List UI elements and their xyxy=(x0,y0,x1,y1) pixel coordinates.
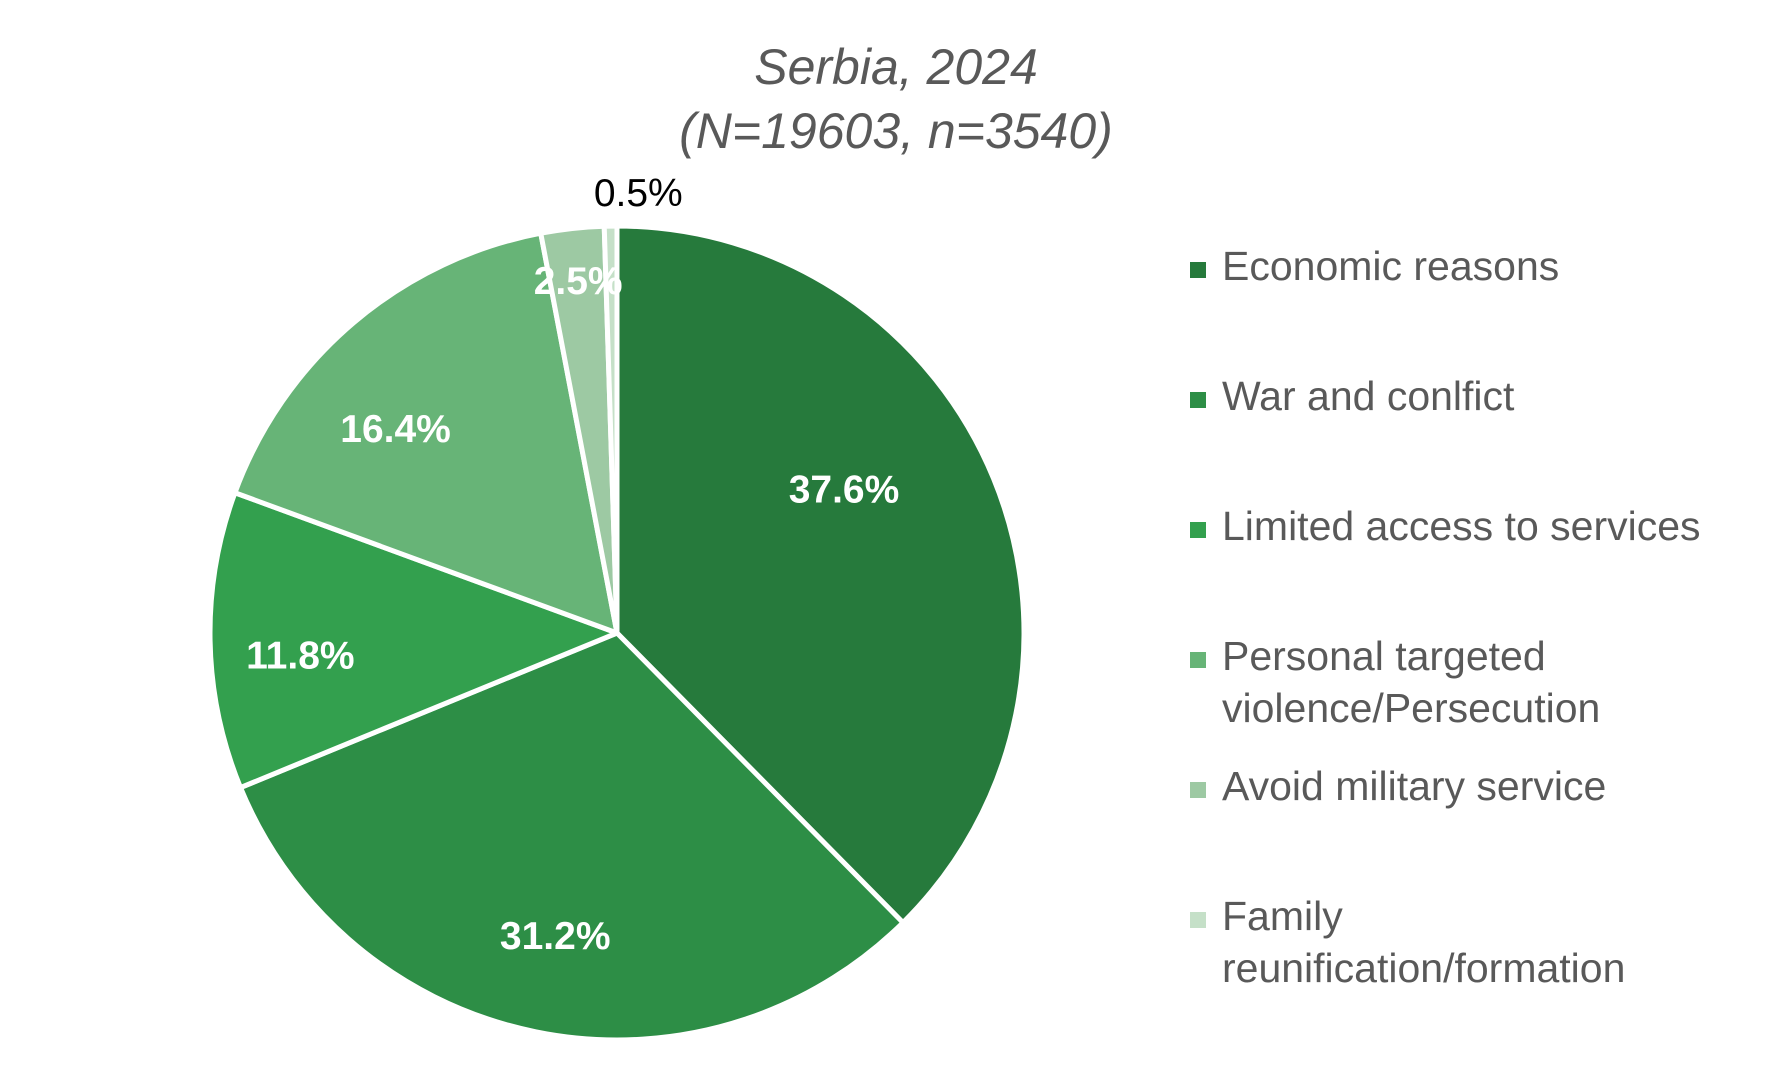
chart-subtitle: (N=19603, n=3540) xyxy=(679,103,1113,159)
pie-slice-1 xyxy=(614,223,1027,926)
legend-entry-label: Economic reasons xyxy=(1222,243,1559,289)
legend-swatch xyxy=(1190,522,1206,538)
slice-data-label: 11.8% xyxy=(246,635,354,678)
legend-entry-label: reunification/formation xyxy=(1222,945,1625,991)
slice-data-label: 16.4% xyxy=(340,408,451,451)
legend-entry-label: Family xyxy=(1222,893,1343,939)
legend-entry-label: Avoid military service xyxy=(1222,763,1606,809)
legend: Economic reasons War and conlfict Limited … xyxy=(1190,243,1701,991)
legend-entry-label: Limited access to services xyxy=(1222,503,1701,549)
pie-slice-labels: 37.6% 31.2% 11.8% 16.4% 2.5% 0.5% xyxy=(246,172,899,958)
legend-swatch xyxy=(1190,782,1206,798)
pie-slice-6 xyxy=(601,223,620,636)
slice-data-label: 0.5% xyxy=(594,172,683,215)
legend-swatch xyxy=(1190,652,1206,668)
pie-slices xyxy=(207,223,1027,1043)
chart-title: Serbia, 2024 xyxy=(754,39,1038,95)
legend-swatch xyxy=(1190,392,1206,408)
pie-slice-4 xyxy=(232,230,620,636)
legend-entry-label: War and conlfict xyxy=(1222,373,1515,419)
slice-data-label: 31.2% xyxy=(500,915,611,958)
legend-entry-label: violence/Persecution xyxy=(1222,685,1600,731)
pie-slice-2 xyxy=(237,630,906,1043)
slice-data-label: 2.5% xyxy=(534,260,623,303)
slice-data-label: 37.6% xyxy=(789,468,900,511)
legend-swatch xyxy=(1190,912,1206,928)
legend-entry-label: Personal targeted xyxy=(1222,633,1546,679)
pie-slice-3 xyxy=(207,490,620,791)
legend-swatch xyxy=(1190,262,1206,278)
